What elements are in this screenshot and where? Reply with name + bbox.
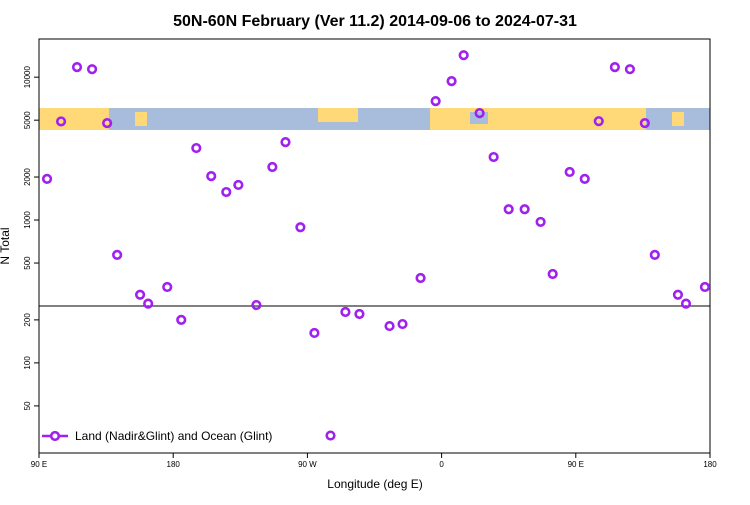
y-axis-label: N Total [0,227,12,264]
point [221,186,232,198]
point [102,117,113,129]
point [206,170,217,182]
map-land [672,112,684,126]
point [295,222,306,233]
y-tick-label: 10000 [23,65,32,88]
point [430,95,441,107]
point [535,216,546,228]
point [609,62,620,73]
point [624,64,636,75]
x-axis-label: Longitude (deg E) [327,477,422,491]
point [579,173,590,185]
point [191,142,202,154]
point [458,50,469,61]
point [233,179,244,191]
point [112,249,123,261]
x-tick-label: 90 E [568,460,584,469]
point [547,268,558,280]
x-tick-label: 180 [703,460,717,469]
point [251,299,262,311]
point [397,318,408,330]
map-land [600,108,646,130]
map-land [135,112,147,126]
y-tick-label: 500 [23,256,32,270]
point [680,298,692,309]
plot-frame [38,38,711,454]
point [446,76,457,87]
point [340,306,351,318]
point [41,173,53,185]
map-land [39,108,109,130]
point [143,298,154,309]
point [415,272,426,284]
point [134,289,146,300]
point [354,308,365,320]
point [593,116,604,127]
point [474,108,485,119]
point [503,204,514,215]
point [162,281,173,293]
point [176,314,187,325]
y-tick-label: 1000 [23,211,32,229]
map-strip [39,108,710,130]
point [267,161,278,173]
point [672,289,684,300]
point [699,281,711,293]
chart-title: 50N-60N February (Ver 11.2) 2014-09-06 t… [173,13,577,30]
point [280,137,291,148]
point [325,430,336,441]
map-land [318,108,358,122]
point [71,62,83,73]
point [384,320,395,332]
x-tick-label: 180 [167,460,181,469]
map-land [430,108,600,130]
point [488,151,499,163]
y-tick-label: 100 [23,356,32,370]
y-tick-label: 2000 [23,168,32,186]
legend-label: Land (Nadir&Glint) and Ocean (Glint) [75,429,272,443]
point [309,327,320,339]
legend-marker [49,430,61,442]
point [519,204,530,215]
point [55,116,67,127]
x-tick-label: 0 [439,460,444,469]
point [86,64,98,75]
x-tick-label: 90 W [298,460,317,469]
y-tick-label: 50 [23,401,32,410]
y-tick-label: 200 [23,313,32,327]
point [564,166,575,178]
x-tick-label: 90 E [31,460,47,469]
point [639,117,650,129]
point [649,249,660,261]
y-tick-label: 5000 [23,111,32,129]
